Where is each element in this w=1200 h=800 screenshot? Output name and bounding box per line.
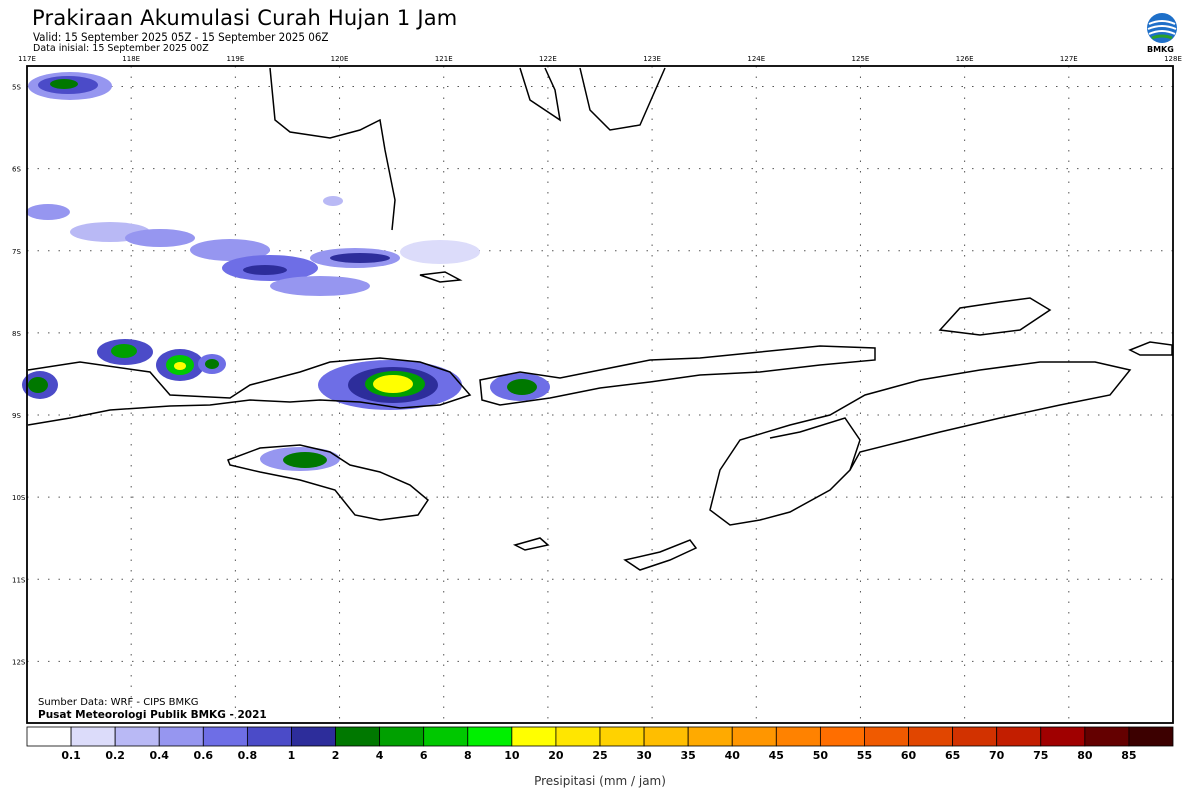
lon-label: 120E bbox=[331, 55, 349, 63]
lat-label: 11S bbox=[12, 576, 26, 584]
colorbar-swatch bbox=[687, 726, 733, 747]
colorbar-tick: 35 bbox=[680, 749, 696, 762]
colorbar-tick: 8 bbox=[463, 749, 472, 762]
colorbar-tick: 25 bbox=[592, 749, 608, 762]
colorbar-swatch bbox=[26, 726, 72, 747]
colorbar-tick: 0.1 bbox=[61, 749, 81, 762]
colorbar-tick: 60 bbox=[900, 749, 917, 762]
lon-label: 128E bbox=[1164, 55, 1182, 63]
lon-label: 117E bbox=[18, 55, 36, 63]
lon-label: 118E bbox=[122, 55, 140, 63]
colorbar-swatch bbox=[1040, 726, 1086, 747]
colorbar-swatch bbox=[1084, 726, 1130, 747]
colorbar-label: Presipitasi (mm / jam) bbox=[534, 774, 666, 788]
credit-text: Pusat Meteorologi Publik BMKG - 2021 bbox=[38, 709, 267, 721]
colorbar-swatch bbox=[819, 726, 865, 747]
lon-label: 126E bbox=[956, 55, 974, 63]
colorbar-swatch bbox=[599, 726, 645, 747]
map-grid bbox=[27, 66, 1173, 723]
map-frame bbox=[26, 65, 1174, 724]
lat-label: 8S bbox=[12, 330, 21, 338]
colorbar-tick: 10 bbox=[504, 749, 520, 762]
colorbar-swatch bbox=[775, 726, 821, 747]
colorbar-swatch bbox=[1128, 726, 1174, 747]
coastlines bbox=[27, 67, 1173, 571]
rainfall-fields bbox=[22, 72, 550, 471]
colorbar-swatch bbox=[423, 726, 469, 747]
colorbar-tick: 50 bbox=[812, 749, 829, 762]
colorbar-tick: 65 bbox=[944, 749, 961, 762]
colorbar bbox=[26, 726, 1174, 747]
colorbar-tick: 75 bbox=[1033, 749, 1049, 762]
colorbar-swatch bbox=[158, 726, 204, 747]
colorbar-swatch bbox=[555, 726, 601, 747]
valid-period: Valid: 15 September 2025 05Z - 15 Septem… bbox=[33, 30, 329, 44]
lon-label: 123E bbox=[643, 55, 661, 63]
latitude-labels: 5S 6S 7S 8S 9S 10S 11S 12S bbox=[12, 84, 26, 667]
lon-label: 127E bbox=[1060, 55, 1078, 63]
colorbar-tick: 0.6 bbox=[193, 749, 214, 762]
lon-label: 122E bbox=[539, 55, 557, 63]
lon-label: 119E bbox=[226, 55, 244, 63]
colorbar-tick: 6 bbox=[419, 749, 428, 762]
lat-label: 7S bbox=[12, 248, 21, 256]
colorbar-swatch bbox=[467, 726, 513, 747]
colorbar-tick: 20 bbox=[548, 749, 564, 762]
colorbar-tick: 85 bbox=[1121, 749, 1137, 762]
colorbar-tick: 4 bbox=[375, 749, 384, 762]
lon-label: 125E bbox=[852, 55, 870, 63]
lat-label: 5S bbox=[12, 84, 21, 92]
colorbar-swatch bbox=[996, 726, 1042, 747]
lat-label: 6S bbox=[12, 166, 21, 174]
colorbar-swatch bbox=[952, 726, 998, 747]
lat-label: 9S bbox=[12, 412, 21, 420]
colorbar-tick: 0.4 bbox=[149, 749, 169, 762]
colorbar-swatch bbox=[864, 726, 909, 747]
colorbar-tick: 2 bbox=[331, 749, 340, 762]
colorbar-tick: 55 bbox=[856, 749, 873, 762]
lon-label: 121E bbox=[435, 55, 453, 63]
colorbar-swatch bbox=[908, 726, 954, 747]
colorbar-tick: 30 bbox=[636, 749, 652, 762]
colorbar-tick: 0.8 bbox=[237, 749, 258, 762]
colorbar-swatch bbox=[70, 726, 116, 747]
colorbar-swatch bbox=[643, 726, 689, 747]
colorbar-tick: 40 bbox=[724, 749, 740, 762]
colorbar-swatch bbox=[379, 726, 425, 747]
colorbar-swatch bbox=[511, 726, 557, 747]
lon-label: 124E bbox=[747, 55, 765, 63]
colorbar-swatch bbox=[202, 726, 248, 747]
colorbar-swatch bbox=[291, 726, 336, 747]
bmkg-logo-icon bbox=[1147, 13, 1177, 43]
lat-label: 10S bbox=[12, 494, 26, 502]
lat-label: 12S bbox=[12, 658, 26, 666]
colorbar-swatch bbox=[246, 726, 292, 747]
colorbar-tick: 80 bbox=[1077, 749, 1093, 762]
longitude-labels: 117E 118E 119E 120E 121E 122E 123E 124E 125E 126E… bbox=[18, 55, 1182, 63]
logo-label: BMKG bbox=[1147, 45, 1174, 54]
colorbar-tick: 70 bbox=[989, 749, 1005, 762]
colorbar-tick: 45 bbox=[768, 749, 784, 762]
colorbar-tick: 1 bbox=[287, 749, 296, 762]
colorbar-swatch bbox=[114, 726, 160, 747]
colorbar-swatch bbox=[731, 726, 777, 747]
map-title: Prakiraan Akumulasi Curah Hujan 1 Jam bbox=[32, 6, 458, 30]
data-source: Sumber Data: WRF - CIPS BMKG bbox=[38, 697, 199, 708]
colorbar-tick: 0.2 bbox=[105, 749, 125, 762]
colorbar-swatch bbox=[335, 726, 381, 747]
initial-data-time: Data inisial: 15 September 2025 00Z bbox=[33, 43, 209, 54]
